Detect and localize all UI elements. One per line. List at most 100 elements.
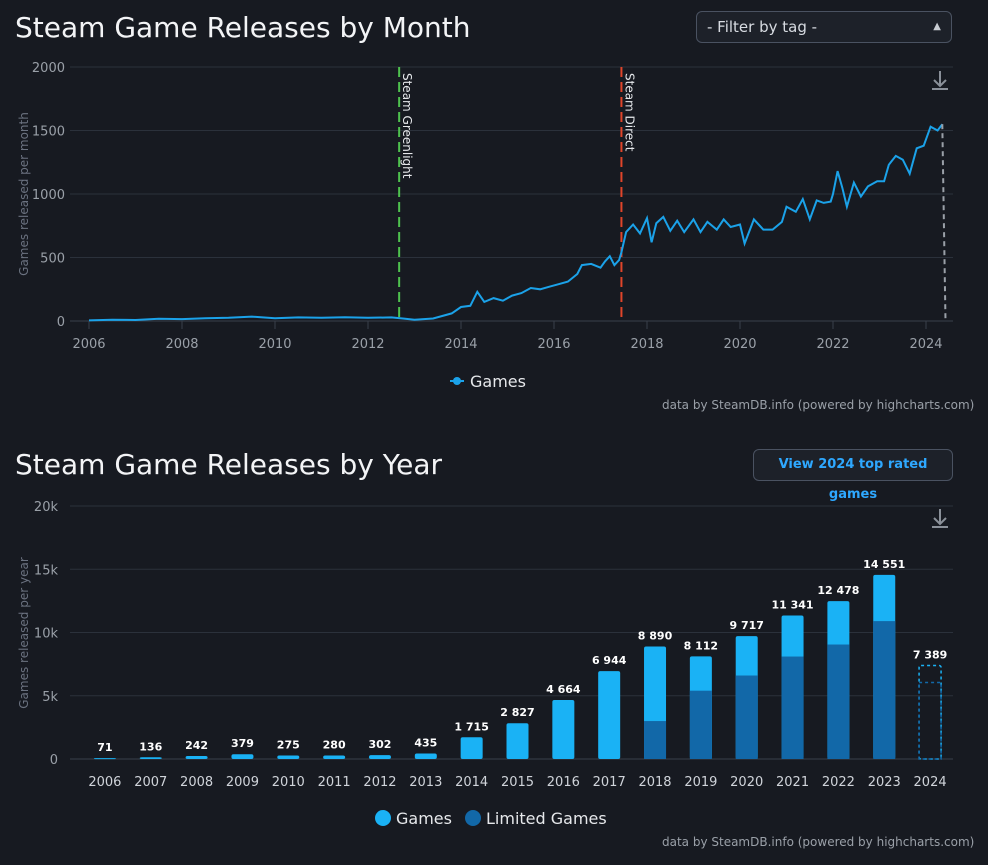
bar-data-label: 7 389: [913, 649, 947, 662]
bar-data-label: 71: [97, 741, 112, 754]
bar-data-label: 435: [414, 736, 437, 749]
monthly-chart-title: Steam Game Releases by Month: [15, 11, 471, 44]
monthly-y-tick-label: 0: [57, 315, 65, 330]
monthly-x-tick-label: 2014: [444, 337, 477, 352]
yearly-y-axis-label: Games released per year: [17, 557, 31, 709]
monthly-gridlines: [70, 66, 953, 322]
bar-limited-projected[interactable]: [918, 681, 942, 760]
monthly-credits[interactable]: data by SteamDB.info (powered by highcha…: [662, 398, 975, 412]
yearly-x-tick-label: 2011: [318, 775, 351, 790]
monthly-x-tick-label: 2016: [537, 337, 570, 352]
bar-data-label: 242: [185, 739, 208, 752]
bar-games[interactable]: [323, 755, 346, 759]
bar-limited-games[interactable]: [644, 721, 667, 759]
yearly-y-tick-label: 10k: [34, 627, 59, 642]
yearly-y-tick-label: 20k: [34, 500, 59, 515]
bar-limited-games[interactable]: [827, 644, 850, 759]
bar-games[interactable]: [185, 755, 208, 759]
monthly-x-tick-label: 2024: [909, 337, 942, 352]
monthly-chart: 0 500 1000 1500 2000 2006 2008 2010 2012 2014 201…: [17, 61, 953, 391]
yearly-legend-games[interactable]: Games: [375, 809, 452, 828]
bar-data-label: 379: [231, 737, 254, 750]
yearly-x-tick-label: 2007: [134, 775, 167, 790]
bar-data-label: 4 664: [546, 683, 581, 696]
bar-limited-games[interactable]: [873, 621, 896, 759]
yearly-y-tick-label: 15k: [34, 563, 59, 578]
monthly-y-ticks: 0 500 1000 1500 2000: [32, 61, 65, 330]
monthly-x-ticks: 2006 2008 2010 2012 2014 2016 2018 2020 2022 2024: [72, 321, 943, 352]
bar-games[interactable]: [93, 758, 116, 760]
yearly-x-tick-label: 2009: [226, 775, 259, 790]
bar-data-label: 275: [277, 739, 300, 752]
yearly-credits[interactable]: data by SteamDB.info (powered by highcha…: [662, 835, 975, 849]
bar-data-label: 12 478: [817, 584, 859, 597]
monthly-legend-games[interactable]: Games: [450, 372, 526, 391]
monthly-games-line: [88, 123, 944, 322]
yearly-legend-games-label: Games: [396, 809, 452, 828]
monthly-projection-line: [941, 124, 947, 322]
yearly-x-tick-label: 2008: [180, 775, 213, 790]
annotation-label: Steam Greenlight: [400, 73, 414, 179]
monthly-legend-label: Games: [470, 372, 526, 391]
bar-limited-games[interactable]: [781, 656, 804, 759]
yearly-x-tick-label: 2022: [822, 775, 855, 790]
bar-data-label: 136: [139, 740, 162, 753]
monthly-annotations: Steam Greenlight Steam Direct: [398, 67, 636, 321]
download-icon: [932, 71, 948, 90]
bar-games[interactable]: [368, 755, 391, 759]
yearly-legend-limited[interactable]: Limited Games: [465, 809, 607, 828]
yearly-chart-title: Steam Game Releases by Year: [15, 448, 442, 481]
yearly-y-tick-label: 5k: [42, 690, 58, 705]
bar-data-label: 1 715: [454, 720, 488, 733]
bar-data-label: 11 341: [771, 599, 813, 612]
download-icon: [932, 509, 948, 528]
bar-games-projected[interactable]: [918, 664, 942, 760]
bar-games[interactable]: [414, 753, 437, 759]
yearly-download-button[interactable]: [932, 509, 948, 528]
bar-games[interactable]: [460, 737, 483, 759]
tag-filter-label: - Filter by tag -: [707, 18, 818, 36]
bar-games[interactable]: [231, 754, 254, 759]
yearly-bars: [93, 574, 942, 760]
yearly-y-ticks: 0 5k 10k 15k 20k: [34, 500, 59, 768]
monthly-x-tick-label: 2020: [723, 337, 756, 352]
yearly-x-tick-label: 2021: [776, 775, 809, 790]
monthly-y-tick-label: 1500: [32, 125, 65, 140]
bar-games[interactable]: [598, 671, 621, 759]
bar-games[interactable]: [277, 755, 300, 759]
bar-data-label: 302: [368, 738, 391, 751]
yearly-x-tick-label: 2024: [914, 775, 947, 790]
monthly-x-tick-label: 2010: [258, 337, 291, 352]
monthly-x-tick-label: 2006: [72, 337, 105, 352]
bar-games[interactable]: [552, 700, 575, 759]
monthly-y-tick-label: 500: [40, 252, 65, 267]
yearly-data-labels: 71 136 242 379 275 280 302 435 1 715 2 827 4 664 6 …: [97, 558, 947, 754]
bar-limited-games[interactable]: [689, 690, 712, 759]
bar-data-label: 14 551: [863, 558, 905, 571]
yearly-x-tick-label: 2012: [363, 775, 396, 790]
bar-data-label: 8 112: [684, 639, 718, 652]
bar-data-label: 2 827: [500, 706, 534, 719]
monthly-y-axis-label: Games released per month: [17, 112, 31, 276]
yearly-x-tick-label: 2006: [88, 775, 121, 790]
bar-games[interactable]: [139, 757, 162, 759]
tag-filter-select[interactable]: - Filter by tag - ▲: [696, 11, 952, 43]
bar-data-label: 6 944: [592, 654, 627, 667]
yearly-x-tick-label: 2015: [501, 775, 534, 790]
yearly-x-ticks: 2006 2007 2008 2009 2010 2011 2012 2013 2014 2015…: [88, 775, 946, 790]
yearly-gridlines: [70, 505, 953, 760]
bar-games[interactable]: [506, 723, 529, 759]
yearly-x-tick-label: 2018: [638, 775, 671, 790]
monthly-x-tick-label: 2012: [351, 337, 384, 352]
monthly-y-tick-label: 2000: [32, 61, 65, 76]
yearly-x-tick-label: 2014: [455, 775, 488, 790]
monthly-download-button[interactable]: [932, 71, 948, 90]
yearly-x-tick-label: 2013: [409, 775, 442, 790]
yearly-y-tick-label: 0: [50, 753, 58, 768]
bar-limited-games[interactable]: [735, 675, 758, 759]
yearly-chart: 0 5k 10k 15k 20k Games released per year 71 1…: [17, 500, 953, 828]
bar-data-label: 280: [323, 738, 346, 751]
bar-data-label: 8 890: [638, 630, 673, 643]
view-top-rated-button[interactable]: View 2024 top rated games: [753, 449, 953, 502]
monthly-x-tick-label: 2008: [165, 337, 198, 352]
